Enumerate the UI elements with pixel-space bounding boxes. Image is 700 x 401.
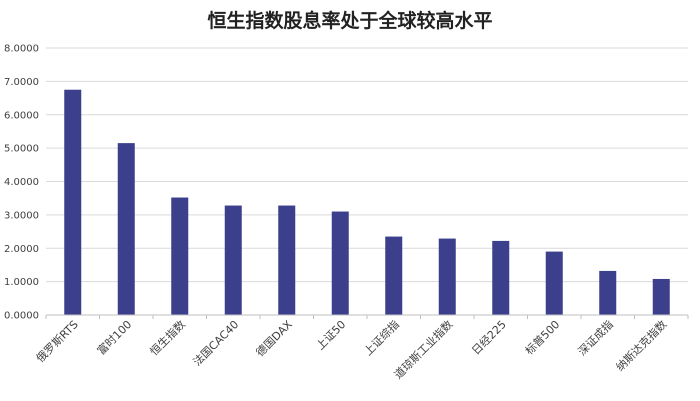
bar (64, 89, 82, 315)
bar (385, 236, 403, 315)
y-tick-label: 1.0000 (4, 277, 39, 288)
x-axis (45, 314, 689, 319)
bars (64, 89, 670, 315)
x-tick-label: 恒生指数 (147, 317, 188, 358)
gridlines (46, 47, 688, 283)
bar (117, 143, 135, 315)
bar (438, 238, 456, 315)
x-tick-label: 深证成指 (575, 317, 616, 358)
x-tick-label: 标普500 (522, 317, 562, 357)
chart-title: 恒生指数股息率处于全球较高水平 (207, 10, 493, 32)
x-tick-label: 上证综指 (361, 317, 402, 358)
bar (652, 278, 670, 315)
y-tick-label: 6.0000 (4, 110, 39, 121)
bar (331, 211, 349, 315)
bar (224, 205, 242, 315)
x-tick-label: 日经225 (469, 318, 509, 358)
y-axis-tick-labels: 0.0000 1.0000 2.0000 3.0000 4.0000 5.0000 6.00… (4, 44, 39, 322)
y-tick-label: 0.0000 (4, 311, 39, 322)
bar (599, 270, 617, 315)
bar (171, 197, 189, 315)
x-tick-label: 富时100 (94, 317, 134, 357)
x-axis-category-labels: 俄罗斯RTS 富时100 恒生指数 法国CAC40 德国DAX 上证50 上证综指道琼斯工业… (34, 317, 670, 382)
bar (278, 205, 296, 315)
x-tick-label: 俄罗斯RTS (34, 318, 81, 365)
y-tick-label: 3.0000 (4, 210, 39, 221)
bar (545, 251, 563, 315)
x-tick-label: 德国DAX (253, 317, 295, 359)
x-tick-label: 法国CAC40 (190, 317, 241, 368)
x-tick-label: 纳斯达克指数 (613, 317, 670, 374)
y-tick-label: 7.0000 (4, 77, 39, 88)
y-tick-label: 8.0000 (4, 44, 39, 55)
x-tick-label: 上证50 (314, 318, 349, 353)
bar (492, 240, 510, 315)
y-tick-label: 5.0000 (4, 144, 39, 155)
y-tick-label: 4.0000 (4, 177, 39, 188)
y-tick-label: 2.0000 (4, 244, 39, 255)
